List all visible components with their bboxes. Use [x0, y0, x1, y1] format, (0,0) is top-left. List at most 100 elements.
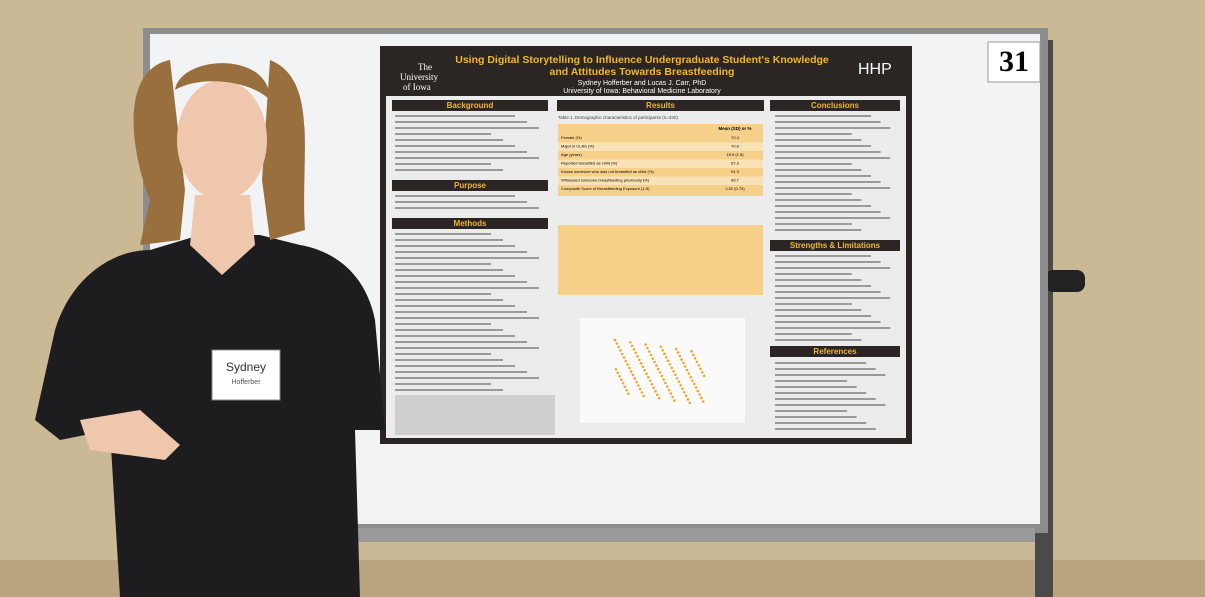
dot	[639, 361, 643, 365]
dot	[647, 375, 650, 379]
body-text-lines	[395, 115, 891, 430]
section-title: Purpose	[454, 181, 487, 190]
logo-left: The	[418, 62, 432, 72]
text-line	[775, 187, 891, 189]
text-line	[775, 309, 862, 311]
logo-left: of Iowa	[403, 82, 431, 92]
dot	[654, 389, 657, 393]
section-title: Methods	[454, 219, 487, 228]
text-line	[395, 377, 539, 379]
text-line	[775, 255, 871, 257]
text-line	[775, 297, 891, 299]
text-line	[395, 389, 503, 391]
dot	[695, 360, 699, 364]
table-header: Mean (SD) or %	[718, 126, 751, 131]
text-line	[395, 239, 503, 241]
text-line	[395, 323, 491, 325]
dot	[640, 391, 644, 394]
dot	[684, 394, 688, 398]
dot	[623, 385, 627, 389]
dot	[682, 361, 685, 365]
dot	[699, 367, 702, 371]
text-line	[775, 339, 862, 341]
dot	[631, 373, 635, 377]
dot	[672, 369, 675, 373]
dot	[646, 346, 649, 350]
text-line	[775, 229, 862, 231]
dot	[681, 387, 684, 391]
text-line	[775, 157, 891, 159]
dot	[674, 347, 678, 351]
dot	[662, 378, 665, 381]
dot	[683, 390, 686, 394]
text-line	[775, 315, 871, 317]
dot	[657, 396, 661, 400]
text-line	[775, 163, 852, 165]
hand	[80, 410, 180, 460]
dot	[688, 401, 691, 405]
storyboard-images	[395, 395, 555, 435]
dot	[700, 396, 703, 400]
dot	[634, 351, 637, 355]
dot	[625, 388, 628, 392]
section-title: References	[813, 347, 857, 356]
hair-top	[175, 63, 270, 100]
dot	[665, 355, 668, 359]
text-line	[395, 347, 539, 349]
poster-number: 31	[999, 45, 1029, 78]
dot	[678, 354, 682, 358]
dot	[638, 358, 641, 362]
poster-affiliation: University of Iowa: Behavioral Medicine …	[563, 88, 721, 95]
dot	[671, 395, 674, 399]
dot	[659, 345, 663, 349]
results-table: Table 1. Demographic characteristics of …	[558, 115, 763, 196]
text-line	[775, 145, 871, 147]
name-badge	[211, 349, 281, 401]
text-line	[395, 163, 491, 165]
table-label: Witnessed someone breastfeeding previous…	[561, 178, 650, 183]
table-value: 19.9 (1.5)	[726, 152, 744, 157]
dot	[690, 349, 693, 353]
dot	[633, 377, 637, 380]
text-line	[395, 281, 527, 283]
table-value: 2.52 (0.75)	[725, 186, 745, 191]
text-line	[775, 133, 852, 135]
section-title: Strengths & Limitations	[790, 241, 881, 250]
badge-surname: Hofferber	[231, 379, 261, 386]
dot	[693, 356, 697, 360]
dot	[632, 347, 636, 351]
text-line	[395, 353, 491, 355]
dot	[687, 372, 691, 375]
dot	[666, 359, 670, 363]
text-line	[775, 404, 886, 406]
dot	[653, 360, 656, 364]
dot	[698, 393, 701, 396]
text-line	[775, 211, 881, 213]
text-line	[775, 362, 867, 364]
text-line	[775, 261, 881, 263]
dot	[649, 353, 653, 357]
dot	[701, 400, 705, 403]
poster-authors: Sydney Hofferber and Lucas J. Carr, PhD	[578, 80, 707, 87]
dot	[616, 371, 619, 375]
dot	[663, 352, 666, 356]
text-line	[775, 327, 891, 329]
text-line	[395, 233, 491, 235]
text-line	[395, 245, 515, 247]
dot	[656, 367, 660, 371]
text-line	[775, 416, 857, 418]
text-line	[395, 121, 527, 123]
section-bar	[770, 346, 900, 357]
dot	[686, 397, 690, 401]
text-line	[395, 329, 503, 331]
text-line	[395, 365, 515, 367]
text-line	[775, 386, 857, 388]
dot	[638, 387, 642, 391]
text-line	[775, 321, 881, 323]
dot	[691, 379, 694, 382]
dot	[676, 351, 680, 354]
text-line	[395, 115, 515, 117]
text-line	[395, 127, 539, 129]
section-bar	[557, 100, 764, 111]
table-value: 91.3	[731, 169, 740, 174]
